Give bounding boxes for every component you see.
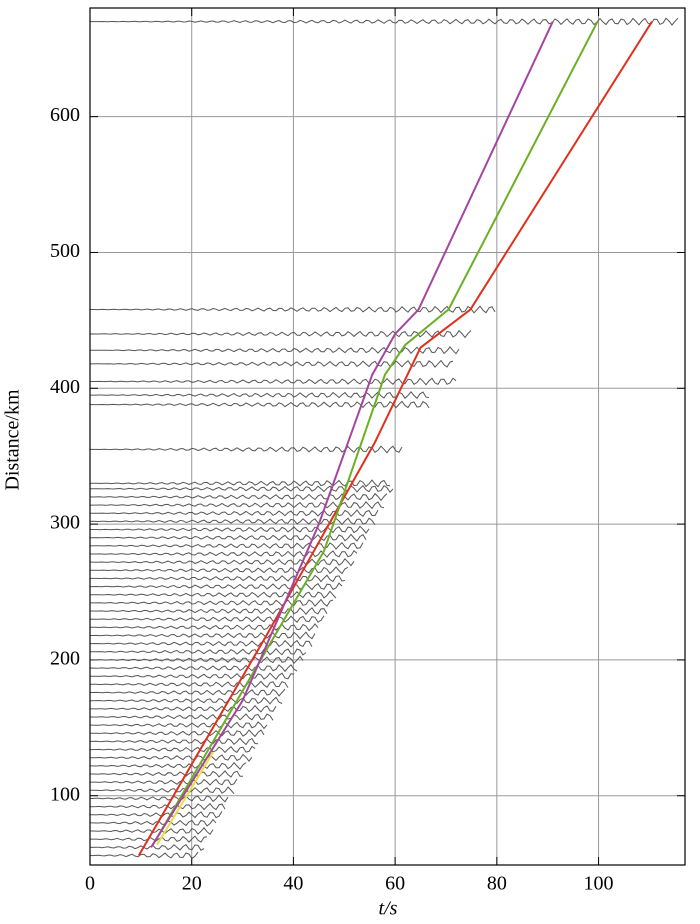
seismic-trace: [90, 558, 355, 567]
y-tick-label: 500: [50, 240, 80, 262]
plot-frame: [89, 7, 686, 866]
seismic-trace: [90, 501, 385, 510]
seismic-trace: [90, 737, 259, 746]
seismic-trace: [89, 329, 472, 339]
seismic-trace: [90, 713, 274, 721]
seismic-trace: [89, 704, 277, 713]
seismic-trace: [90, 721, 268, 730]
seismic-trace: [90, 377, 457, 386]
seismic-trace: [89, 729, 265, 738]
seismic-trace: [89, 566, 349, 575]
y-tick-label: 100: [50, 783, 80, 805]
seismic-trace: [90, 648, 307, 656]
seismic-trace: [90, 827, 214, 836]
seismic-trace: [90, 400, 430, 409]
y-axis-label: Distance/km: [2, 389, 24, 491]
seismic-trace: [90, 786, 235, 795]
seismic-trace: [89, 615, 325, 623]
y-tick-label: 300: [50, 512, 80, 534]
x-tick-label: 80: [487, 873, 507, 895]
seismic-trace: [89, 753, 253, 762]
y-tick-label: 200: [50, 648, 80, 670]
seismic-trace: [90, 818, 217, 827]
seismic-trace: [89, 664, 298, 673]
seismic-trace: [90, 445, 403, 454]
x-tick-label: 0: [85, 873, 95, 895]
seismic-trace: [90, 305, 496, 314]
y-tick-label: 400: [50, 376, 80, 398]
seismic-trace: [90, 549, 358, 558]
seismic-trace: [89, 479, 391, 488]
seismic-trace: [89, 359, 454, 368]
seismic-trace: [89, 778, 238, 786]
travel-time-curve: [150, 21, 554, 848]
seismic-trace: [89, 802, 226, 811]
seismic-trace: [90, 639, 313, 648]
seismic-trace: [90, 696, 283, 705]
seismic-trace: [89, 811, 223, 819]
seismic-trace: [90, 761, 247, 770]
seismic-trace: [90, 509, 379, 518]
seismic-trace: [90, 745, 256, 754]
x-tick-label: 100: [584, 873, 614, 895]
seismic-trace: [90, 484, 394, 494]
x-tick-label: 60: [385, 873, 405, 895]
seismic-trace: [90, 525, 370, 534]
seismic-trace: [89, 492, 388, 502]
x-tick-label: 40: [283, 873, 303, 895]
travel-time-curve: [156, 751, 214, 846]
seismic-trace: [90, 391, 430, 400]
seismic-trace: [90, 582, 343, 591]
seismic-trace: [89, 517, 376, 526]
seismic-trace: [90, 688, 286, 697]
seismic-trace: [90, 533, 367, 542]
seismic-trace: [90, 770, 244, 778]
travel-time-curve: [152, 21, 599, 846]
seismic-trace: [90, 794, 229, 803]
seismic-trace: [90, 672, 295, 681]
seismic-trace: [90, 17, 679, 26]
seismic-trace: [90, 598, 334, 607]
seismic-trace: [89, 541, 364, 550]
seismic-trace: [90, 607, 328, 615]
seismic-trace: [90, 574, 346, 583]
seismic-trace: [89, 680, 289, 689]
x-axis-label: t/s: [379, 898, 398, 920]
seismic-trace: [89, 844, 205, 851]
seismic-trace: [90, 655, 304, 664]
seismic-trace: [89, 851, 199, 860]
seismic-trace: [89, 590, 337, 599]
seismic-trace: [90, 623, 319, 632]
travel-time-curve: [137, 21, 653, 856]
seismic-trace: [90, 631, 316, 640]
x-tick-label: 20: [182, 873, 202, 895]
seismic-trace: [89, 346, 460, 355]
y-tick-label: 600: [50, 104, 80, 126]
